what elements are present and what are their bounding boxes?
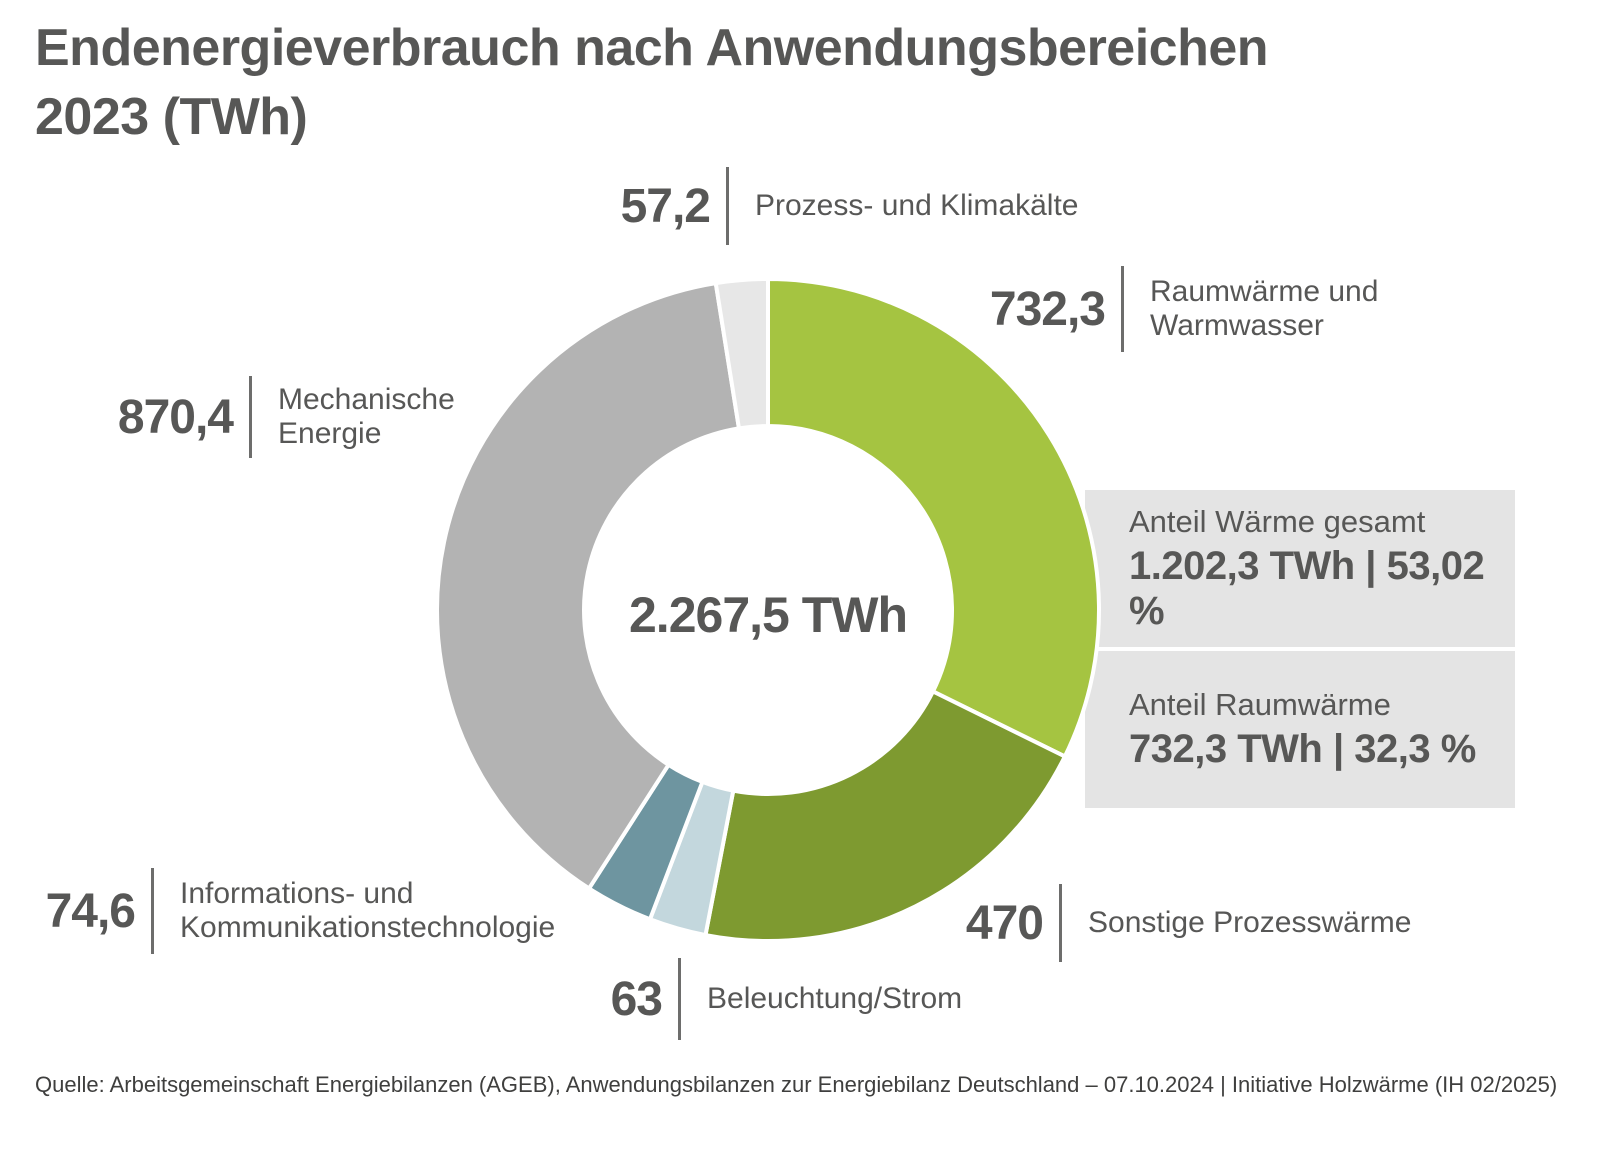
callout-label: Raumwärme und Warmwasser bbox=[1150, 274, 1379, 342]
callout-value: 870,4 bbox=[117, 390, 234, 444]
callout-divider-line bbox=[1059, 884, 1062, 962]
callout-label: Prozess- und Klimakälte bbox=[755, 188, 1079, 222]
callout-label: Sonstige Prozesswärme bbox=[1088, 905, 1412, 939]
callout-divider-line bbox=[249, 376, 252, 458]
source-line: Quelle: Arbeitsgemeinschaft Energiebilan… bbox=[35, 1072, 1558, 1097]
info-label-heat-total: Anteil Wärme gesamt bbox=[1129, 503, 1426, 539]
callout-beleuchtung-strom: 63 Beleuchtung/Strom bbox=[540, 958, 962, 1040]
callout-divider-line bbox=[1121, 266, 1124, 352]
callout-value: 57,2 bbox=[620, 179, 711, 233]
callout-label: Beleuchtung/Strom bbox=[707, 981, 963, 1015]
callout-prozess-und-klimakaelte: 57,2 Prozess- und Klimakälte bbox=[540, 167, 1078, 245]
donut-center-total: 2.267,5 TWh bbox=[629, 587, 908, 643]
info-value-space-heat: 732,3 TWh | 32,3 % bbox=[1129, 727, 1476, 771]
info-row-space-heat: Anteil Raumwärme 732,3 TWh | 32,3 % bbox=[1085, 651, 1515, 808]
callout-divider-line bbox=[678, 958, 681, 1040]
callout-divider-line bbox=[151, 868, 154, 954]
callout-sonstige-prozesswaerme: 470 Sonstige Prozesswärme bbox=[905, 884, 1411, 962]
donut-segment-prozess-und-klimakälte bbox=[713, 276, 770, 431]
info-row-heat-total: Anteil Wärme gesamt 1.202,3 TWh | 53,02 … bbox=[1085, 490, 1515, 647]
chart-title-line2: 2023 (TWh) bbox=[35, 87, 308, 146]
callout-value: 470 bbox=[965, 896, 1044, 950]
callout-value: 74,6 bbox=[45, 884, 136, 938]
info-box-divider bbox=[1085, 647, 1515, 651]
callout-mechanische-energie: 870,4 Mechanische Energie bbox=[60, 376, 488, 458]
donut-segment-mechanische-energie bbox=[435, 280, 742, 892]
callout-label: Mechanische Energie bbox=[278, 382, 455, 450]
chart-title-line1: Endenergieverbrauch nach Anwendungsberei… bbox=[35, 19, 1269, 77]
callout-informations-und-kommunikationstechnologie: 74,6 Informations- und Kommunikationstec… bbox=[30, 868, 620, 954]
callout-value: 732,3 bbox=[989, 282, 1106, 336]
callout-value: 63 bbox=[610, 972, 663, 1026]
heat-share-info-box: Anteil Wärme gesamt 1.202,3 TWh | 53,02 … bbox=[1085, 490, 1515, 808]
info-value-heat-total: 1.202,3 TWh | 53,02 % bbox=[1129, 543, 1485, 633]
callout-raumwaerme-und-warmwasser: 732,3 Raumwärme und Warmwasser bbox=[935, 266, 1400, 352]
callout-divider-line bbox=[726, 167, 729, 245]
callout-label: Informations- und Kommunikationstechnolo… bbox=[180, 876, 556, 944]
info-label-space-heat: Anteil Raumwärme bbox=[1129, 687, 1391, 722]
donut-segment-sonstige-prozesswärme bbox=[703, 688, 1068, 943]
donut-segment-raumwärme-und-warmwasser bbox=[766, 276, 1101, 760]
chart-title: Endenergieverbrauch nach Anwendungsberei… bbox=[35, 14, 1335, 151]
